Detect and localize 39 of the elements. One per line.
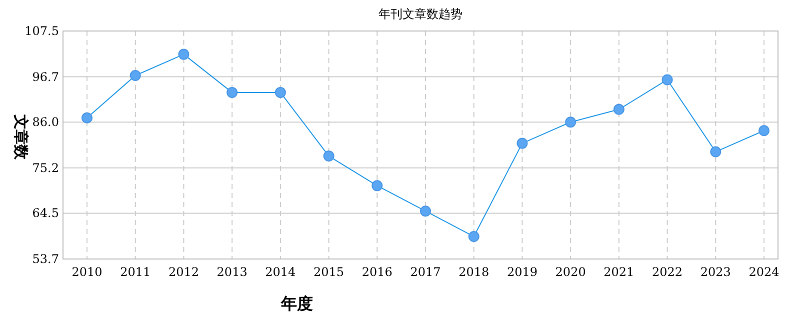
x-tick-label: 2023	[700, 265, 731, 279]
x-tick-label: 2021	[604, 265, 634, 279]
point	[274, 86, 286, 98]
point	[468, 231, 480, 242]
x-tick-label: 2016	[362, 265, 392, 279]
x-axis-title: 年度	[280, 294, 313, 313]
x-tick-label: 2012	[168, 265, 199, 279]
y-tick-label: 96.7	[32, 70, 59, 84]
point	[516, 138, 528, 149]
point	[613, 104, 624, 115]
x-tick-label: 2018	[458, 265, 490, 279]
y-tick-label: 75.2	[32, 160, 59, 175]
point	[130, 70, 141, 81]
x-tick-label: 2020	[555, 265, 586, 279]
y-tick-label: 53.7	[32, 252, 59, 266]
point	[323, 150, 334, 162]
point	[710, 146, 722, 158]
x-tick-label: 2024	[748, 265, 780, 279]
x-tick-label: 2011	[120, 265, 151, 279]
x-tick-label: 2015	[314, 265, 344, 279]
point	[758, 125, 770, 136]
y-tick-label: 86.0	[32, 115, 59, 130]
x-tick-label: 2014	[265, 265, 296, 279]
point	[178, 48, 190, 60]
x-tick-label: 2022	[652, 265, 683, 279]
y-tick-label: 64.5	[32, 206, 59, 220]
point	[420, 206, 431, 217]
x-tick-label: 2019	[506, 265, 538, 279]
x-tick-label: 2013	[216, 265, 248, 279]
y-axis-title: 文章数	[12, 114, 30, 160]
chart-title: 年刊文章数趋势	[378, 7, 462, 21]
point	[226, 86, 238, 98]
x-tick-label: 2017	[410, 265, 441, 279]
point	[565, 116, 576, 128]
point	[82, 112, 92, 124]
point	[372, 180, 383, 192]
point	[662, 74, 673, 86]
x-tick-label: 2010	[72, 265, 102, 279]
y-tick-label: 107.5	[24, 24, 59, 38]
